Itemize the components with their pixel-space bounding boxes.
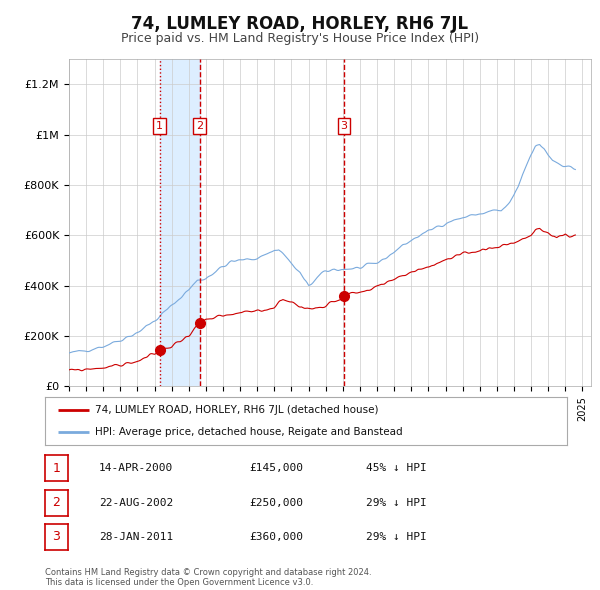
Text: Price paid vs. HM Land Registry's House Price Index (HPI): Price paid vs. HM Land Registry's House …	[121, 32, 479, 45]
Text: 74, LUMLEY ROAD, HORLEY, RH6 7JL (detached house): 74, LUMLEY ROAD, HORLEY, RH6 7JL (detach…	[95, 405, 378, 415]
Text: £360,000: £360,000	[249, 532, 303, 542]
Text: Contains HM Land Registry data © Crown copyright and database right 2024.
This d: Contains HM Land Registry data © Crown c…	[45, 568, 371, 587]
Bar	[583, 59, 591, 386]
Text: 28-JAN-2011: 28-JAN-2011	[99, 532, 173, 542]
Text: £145,000: £145,000	[249, 464, 303, 473]
Text: 74, LUMLEY ROAD, HORLEY, RH6 7JL: 74, LUMLEY ROAD, HORLEY, RH6 7JL	[131, 15, 469, 33]
Text: 14-APR-2000: 14-APR-2000	[99, 464, 173, 473]
Text: 1: 1	[156, 121, 163, 131]
Text: HPI: Average price, detached house, Reigate and Banstead: HPI: Average price, detached house, Reig…	[95, 427, 402, 437]
Text: 1: 1	[52, 462, 61, 475]
Bar	[160, 59, 200, 386]
Text: 29% ↓ HPI: 29% ↓ HPI	[366, 498, 427, 507]
Text: 2: 2	[196, 121, 203, 131]
Text: 3: 3	[341, 121, 347, 131]
Text: 22-AUG-2002: 22-AUG-2002	[99, 498, 173, 507]
Text: 45% ↓ HPI: 45% ↓ HPI	[366, 464, 427, 473]
Text: 2: 2	[52, 496, 61, 509]
Text: £250,000: £250,000	[249, 498, 303, 507]
Text: 29% ↓ HPI: 29% ↓ HPI	[366, 532, 427, 542]
Text: 3: 3	[52, 530, 61, 543]
